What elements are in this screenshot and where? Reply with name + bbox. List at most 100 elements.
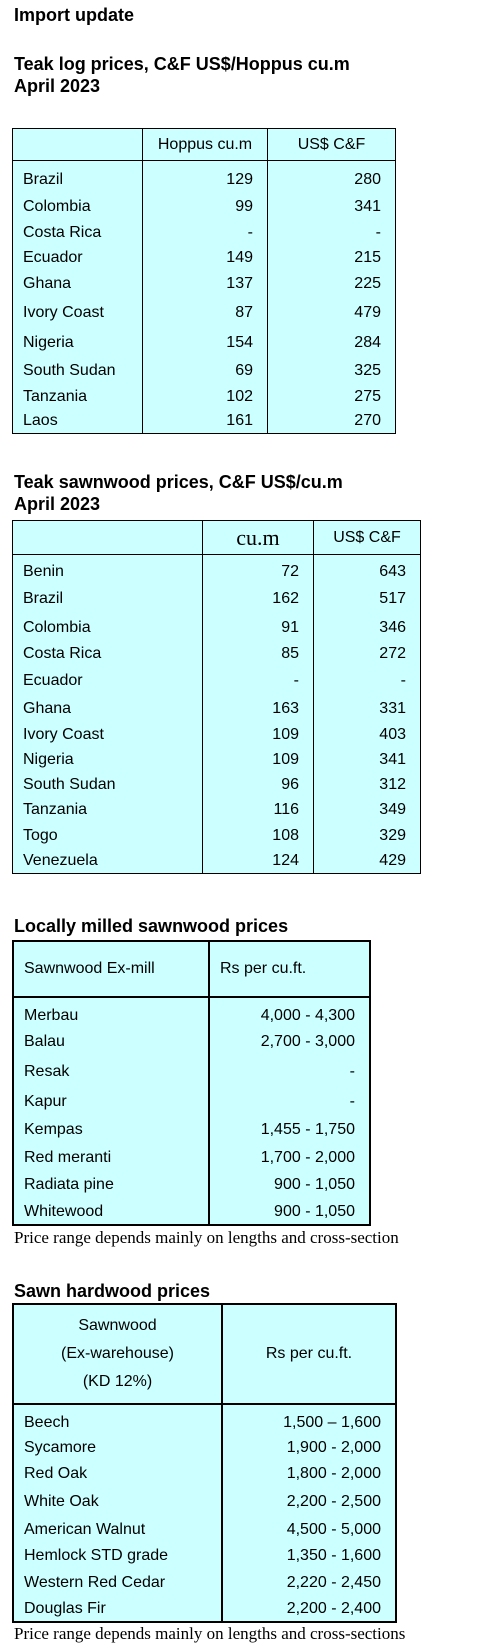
teak-log-period: April 2023 (14, 76, 101, 96)
country-cell: Costa Rica (12, 640, 203, 667)
species-cell: Sycamore (12, 1434, 223, 1461)
column-header-price: Rs per cu.ft. (208, 940, 371, 998)
price-cell: 1,455 - 1,750 (208, 1116, 371, 1144)
hoppus-cell: 129 (142, 160, 268, 193)
species-cell: Balau (12, 1028, 210, 1056)
country-cell: Ivory Coast (12, 297, 143, 328)
table-row: White Oak 2,200 - 2,500 (12, 1487, 397, 1516)
hoppus-cell: 69 (142, 357, 268, 385)
table-row: Ghana 163 331 (12, 694, 421, 723)
cum-cell: 162 (202, 583, 314, 615)
country-cell: Ecuador (12, 666, 203, 695)
column-header-country (12, 128, 143, 161)
country-cell: Togo (12, 822, 203, 849)
usd-cell: 643 (313, 554, 421, 584)
table-row: Costa Rica 85 272 (12, 640, 421, 667)
cum-cell: 91 (202, 614, 314, 641)
table-row: Nigeria 109 341 (12, 746, 421, 773)
species-header-line: Sawnwood (78, 1317, 157, 1334)
hoppus-cell: 87 (142, 297, 268, 328)
species-cell: Red meranti (12, 1144, 210, 1171)
table-row: Sycamore 1,900 - 2,000 (12, 1434, 397, 1461)
local-milled-note: Price range depends mainly on lengths an… (14, 1228, 399, 1247)
price-cell: 900 - 1,050 (208, 1171, 371, 1199)
table-row: Tanzania 116 349 (12, 797, 421, 823)
country-cell: South Sudan (12, 772, 203, 798)
price-cell: 4,500 - 5,000 (221, 1516, 397, 1543)
cum-cell: 109 (202, 722, 314, 747)
table-row: Kempas 1,455 - 1,750 (12, 1116, 371, 1144)
usd-cell: 312 (313, 772, 421, 798)
species-cell: Beech (12, 1404, 223, 1434)
country-cell: Tanzania (12, 384, 143, 409)
table-row: Balau 2,700 - 3,000 (12, 1028, 371, 1056)
local-milled-heading: Locally milled sawnwood prices (14, 916, 289, 936)
table-row: Red meranti 1,700 - 2,000 (12, 1144, 371, 1171)
table-row: Colombia 99 341 (12, 192, 396, 221)
usd-cell: 429 (313, 848, 421, 874)
species-cell: Merbau (12, 997, 210, 1028)
table-row: Benin 72 643 (12, 554, 421, 584)
cum-cell: 124 (202, 848, 314, 874)
country-cell: Tanzania (12, 797, 203, 823)
species-cell: Whitewood (12, 1199, 210, 1226)
cum-cell: - (202, 666, 314, 695)
table-row: Resak - (12, 1056, 371, 1088)
teak-log-heading: Teak log prices, C&F US$/Hoppus cu.m (14, 54, 350, 74)
cum-cell: 96 (202, 772, 314, 798)
table-row: Beech 1,500 – 1,600 (12, 1404, 397, 1434)
table-row: Red Oak 1,800 - 2,000 (12, 1461, 397, 1487)
usd-cell: 280 (267, 160, 396, 193)
price-cell: 2,200 - 2,400 (221, 1597, 397, 1623)
species-header-line: (Ex-warehouse) (61, 1345, 174, 1362)
table-row: Ivory Coast 87 479 (12, 297, 396, 328)
teak-sawn-period: April 2023 (14, 494, 101, 514)
table-row: Venezuela 124 429 (12, 848, 421, 874)
hoppus-cell: 161 (142, 408, 268, 434)
species-cell: White Oak (12, 1487, 223, 1516)
price-cell: 2,200 - 2,500 (221, 1487, 397, 1516)
usd-cell: 403 (313, 722, 421, 747)
page-title: Import update (14, 5, 134, 25)
cum-cell: 163 (202, 694, 314, 723)
cum-cell: 85 (202, 640, 314, 667)
table-row: Costa Rica - - (12, 220, 396, 246)
column-header-usd: US$ C&F (313, 520, 421, 555)
usd-cell: 341 (313, 746, 421, 773)
price-cell: 2,700 - 3,000 (208, 1028, 371, 1056)
usd-cell: 341 (267, 192, 396, 221)
column-header-hoppus: Hoppus cu.m (142, 128, 268, 161)
species-cell: American Walnut (12, 1516, 223, 1543)
hoppus-cell: 102 (142, 384, 268, 409)
table-row: Merbau 4,000 - 4,300 (12, 997, 371, 1028)
country-cell: Colombia (12, 614, 203, 641)
species-cell: Kapur (12, 1088, 210, 1116)
species-header-line: (KD 12%) (82, 1373, 153, 1390)
species-cell: Western Red Cedar (12, 1569, 223, 1597)
price-cell: - (208, 1088, 371, 1116)
table-row: Togo 108 329 (12, 822, 421, 849)
price-cell: 1,500 – 1,600 (221, 1404, 397, 1434)
price-cell: 1,900 - 2,000 (221, 1434, 397, 1461)
table-row: Ivory Coast 109 403 (12, 722, 421, 747)
cum-cell: 108 (202, 822, 314, 849)
price-cell: 900 - 1,050 (208, 1199, 371, 1226)
country-cell: Benin (12, 554, 203, 584)
table-row: Whitewood 900 - 1,050 (12, 1199, 371, 1226)
cum-cell: 116 (202, 797, 314, 823)
usd-cell: 346 (313, 614, 421, 641)
country-cell: South Sudan (12, 357, 143, 385)
table-row: Hemlock STD grade 1,350 - 1,600 (12, 1543, 397, 1569)
hoppus-cell: 154 (142, 327, 268, 358)
usd-cell: 349 (313, 797, 421, 823)
country-cell: Laos (12, 408, 143, 434)
table-row: Tanzania 102 275 (12, 384, 396, 409)
table-row: Western Red Cedar 2,220 - 2,450 (12, 1569, 397, 1597)
table-row: Laos 161 270 (12, 408, 396, 434)
species-cell: Radiata pine (12, 1171, 210, 1199)
species-cell: Red Oak (12, 1461, 223, 1487)
country-cell: Brazil (12, 583, 203, 615)
hoppus-cell: 99 (142, 192, 268, 221)
teak-sawn-heading: Teak sawnwood prices, C&F US$/cu.m (14, 472, 343, 492)
usd-cell: 479 (267, 297, 396, 328)
